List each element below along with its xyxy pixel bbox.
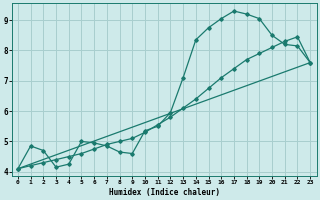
X-axis label: Humidex (Indice chaleur): Humidex (Indice chaleur) — [108, 188, 220, 197]
